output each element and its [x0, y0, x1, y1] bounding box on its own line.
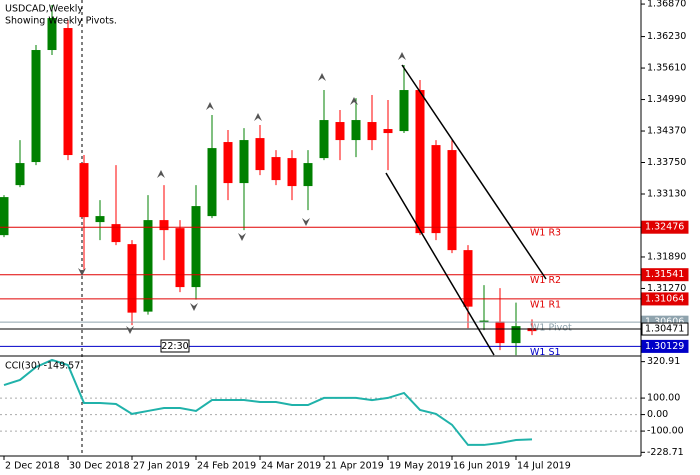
candle-body [63, 28, 73, 156]
candle-body [111, 224, 121, 243]
chart-title: USDCAD,Weekly [5, 4, 83, 15]
time-label: 22:30 [161, 341, 188, 352]
candle-body [415, 90, 425, 234]
y-tick-label: 320.91 [647, 356, 680, 367]
candle-body [95, 216, 105, 223]
candle-body [159, 220, 169, 231]
level-name: W1 R3 [530, 228, 561, 239]
x-tick-label: 19 May 2019 [389, 461, 451, 472]
cci-pane: 320.91 100.00 0.00 -100.00 -228.71 [0, 356, 684, 458]
candle-body [431, 145, 441, 234]
candle-body [47, 18, 57, 51]
candle-body [31, 50, 41, 163]
level-name: W1 R1 [530, 299, 561, 310]
candle-body [319, 120, 329, 159]
candle-body [79, 163, 89, 218]
level-box [641, 322, 689, 336]
level-price: 1.31064 [645, 293, 684, 304]
level-box [641, 292, 689, 306]
level-name: W1 S1 [530, 347, 561, 358]
level-price: 1.30471 [645, 324, 684, 335]
candle-body [511, 326, 521, 344]
y-tick-label: 1.35610 [647, 63, 686, 74]
candle-body [0, 197, 9, 236]
fractal-down [126, 326, 134, 334]
cci-title: CCI(30) -149.57 [5, 361, 80, 372]
candle-body [191, 206, 201, 288]
price-pane: 1.36870 1.36230 1.35610 1.34990 1.34370 1.337… [0, 0, 689, 358]
y-tick-label: 1.34370 [647, 126, 686, 137]
candle-body [271, 157, 281, 181]
candle-body [143, 220, 153, 312]
channel-line [385, 172, 495, 356]
candle-body [479, 320, 489, 323]
candle-body [383, 129, 393, 134]
y-tick-label: 0.00 [647, 409, 668, 420]
level-name: W1 R2 [530, 275, 561, 286]
candle-body [527, 328, 537, 332]
candle-body [239, 140, 249, 184]
x-tick-label: 30 Dec 2018 [69, 461, 130, 472]
y-tick-label: 1.33750 [647, 157, 686, 168]
cci-line [3, 358, 533, 446]
y-tick-label: 100.00 [647, 393, 680, 404]
level-box [641, 339, 689, 353]
level-price: 1.32476 [645, 222, 684, 233]
fractal-down [78, 268, 86, 276]
candle-body [335, 122, 345, 141]
y-tick-label: 1.33130 [647, 188, 686, 199]
level-price: 1.31541 [645, 269, 684, 280]
x-tick-label: 24 Feb 2019 [197, 461, 256, 472]
fractal-down [302, 218, 310, 226]
level-price: 1.30129 [645, 341, 684, 352]
x-tick-label: 27 Jan 2019 [133, 461, 190, 472]
y-tick-label: 1.31890 [647, 251, 686, 262]
y-tick-label: -100.00 [647, 426, 684, 437]
fractal-up [398, 52, 406, 60]
fractal-down [190, 303, 198, 311]
x-tick-label: 24 Mar 2019 [261, 461, 321, 472]
candle-body [287, 158, 297, 187]
x-tick-label: 16 Jun 2019 [453, 461, 510, 472]
chart-subtitle: Showing Weekly Pivots. [5, 16, 117, 27]
candle-body [223, 142, 233, 184]
y-tick-label: -228.71 [647, 447, 684, 458]
fractal-up [318, 73, 326, 81]
x-tick-label: 14 Jul 2019 [517, 461, 571, 472]
y-tick-label: 1.31270 [647, 283, 686, 294]
candle-body [495, 321, 505, 344]
x-tick-label: 21 Apr 2019 [325, 461, 384, 472]
fractal-down [238, 233, 246, 241]
candle-body [255, 138, 265, 171]
level-box [641, 268, 689, 282]
fractal-up [254, 113, 262, 121]
candle-body [207, 148, 217, 217]
level-name: W1 Pivot [530, 323, 572, 334]
fractal-up [157, 170, 165, 178]
level-price: 1.30606 [645, 317, 684, 328]
candle-body [127, 244, 137, 313]
candle-body [367, 122, 377, 141]
fractal-up [350, 97, 358, 105]
candle-body [463, 250, 473, 307]
x-tick-label: 2 Dec 2018 [5, 461, 60, 472]
candle-body [351, 120, 361, 141]
candle-body [175, 228, 185, 288]
fractal-up [206, 102, 214, 110]
y-tick-label: 1.36230 [647, 31, 686, 42]
y-tick-label: 1.34990 [647, 94, 686, 105]
candle-body [15, 163, 25, 186]
candle-body [447, 150, 457, 251]
time-box [160, 339, 190, 353]
candle-body [399, 90, 409, 132]
fractals [78, 52, 406, 334]
level-box [641, 220, 689, 234]
y-tick-label: 1.36870 [647, 0, 686, 10]
channel-line [401, 64, 547, 280]
candle-body [303, 163, 313, 187]
